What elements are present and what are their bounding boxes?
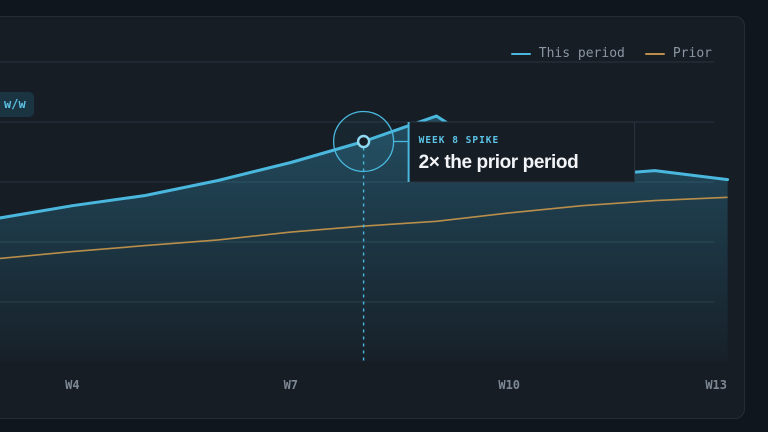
x-tick-label: W10 xyxy=(498,378,520,392)
annotation-title: 2× the prior period xyxy=(419,152,579,173)
legend-label-prior: Prior xyxy=(672,46,712,61)
x-tick-label: W7 xyxy=(284,378,298,392)
annotation-kicker: WEEK 8 SPIKE xyxy=(419,135,500,146)
legend-swatch-prior xyxy=(644,52,665,55)
x-tick-label: W4 xyxy=(65,378,79,392)
annotation-box xyxy=(408,121,636,183)
legend-item-this-period[interactable]: This period xyxy=(510,46,625,61)
legend-label-this-period: This period xyxy=(538,46,625,61)
chart-legend: This period Prior xyxy=(510,46,712,61)
legend-swatch-this-period xyxy=(510,52,531,55)
comparison-badge[interactable]: w/w xyxy=(0,92,34,117)
line-prior xyxy=(0,196,728,260)
annotation-point[interactable] xyxy=(356,134,371,149)
legend-item-prior[interactable]: Prior xyxy=(644,46,712,61)
x-tick-label: W13 xyxy=(705,378,727,392)
